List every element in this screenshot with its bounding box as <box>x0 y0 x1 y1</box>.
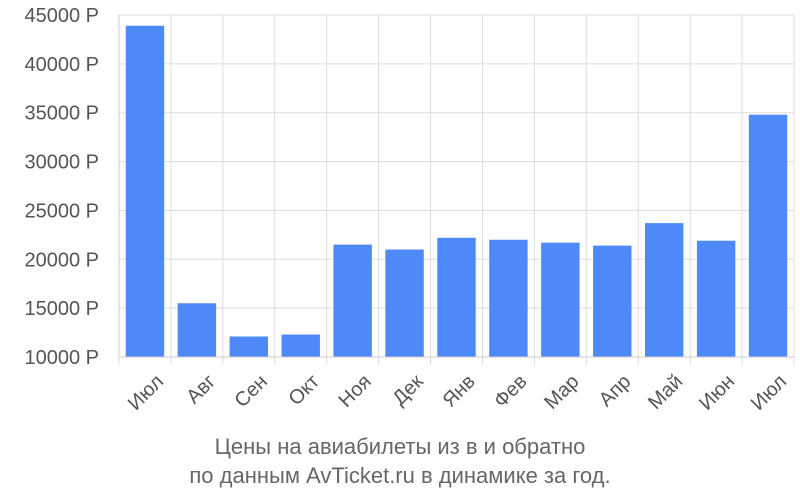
bar-7 <box>437 237 476 357</box>
bar-8 <box>489 239 528 357</box>
y-tick-label: 20000 Р <box>24 249 99 271</box>
x-tick-label: Мар <box>540 371 583 414</box>
x-tick-label: Янв <box>439 371 480 412</box>
x-tick-label: Ноя <box>335 371 376 412</box>
y-tick-label: 25000 Р <box>24 200 99 222</box>
x-tick-label: Июл <box>124 371 168 415</box>
bar-10 <box>593 245 632 357</box>
y-axis-ticks: 10000 Р 15000 Р 20000 Р 25000 Р 30000 Р 35000… <box>24 5 99 369</box>
bar-1 <box>125 25 165 358</box>
y-tick-label: 45000 Р <box>24 5 99 27</box>
y-tick-label: 35000 Р <box>24 103 99 125</box>
bar-13 <box>748 114 788 357</box>
x-tick-label: Окт <box>284 371 323 410</box>
x-tick-label: Июл <box>747 371 791 415</box>
bar-chart: 10000 Р 15000 Р 20000 Р 25000 Р 30000 Р 35000… <box>24 5 795 415</box>
x-tick-label: Апр <box>595 371 636 412</box>
x-tick-label: Сен <box>231 371 272 412</box>
bar-4 <box>281 334 320 357</box>
bar-9 <box>541 242 580 357</box>
x-tick-label: Дек <box>389 370 428 409</box>
grid-lines <box>118 14 795 365</box>
y-tick-label: 40000 Р <box>24 54 99 76</box>
y-tick-label: 30000 Р <box>24 152 99 174</box>
bar-2 <box>177 303 217 357</box>
chart-title-line-2: по данным AvTicket.ru в динамике за год. <box>189 463 611 488</box>
x-tick-label: Июн <box>695 371 739 415</box>
bar-5 <box>333 244 372 357</box>
y-tick-label: 10000 Р <box>24 347 99 369</box>
y-tick-label: 15000 Р <box>24 298 99 320</box>
x-tick-label: Фев <box>490 371 532 413</box>
chart-title-line-1: Цены на авиабилеты из в и обратно <box>214 434 586 459</box>
x-tick-label: Май <box>644 371 687 414</box>
bar-3 <box>229 336 269 357</box>
bar-12 <box>696 240 736 357</box>
bars <box>125 25 788 358</box>
x-axis-ticks: Июл Авг Сен Окт Ноя Дек Янв Фев Мар Апр Май Июн Июл <box>124 370 791 414</box>
bar-11 <box>644 223 684 357</box>
x-tick-label: Авг <box>182 371 220 409</box>
bar-6 <box>385 249 424 357</box>
